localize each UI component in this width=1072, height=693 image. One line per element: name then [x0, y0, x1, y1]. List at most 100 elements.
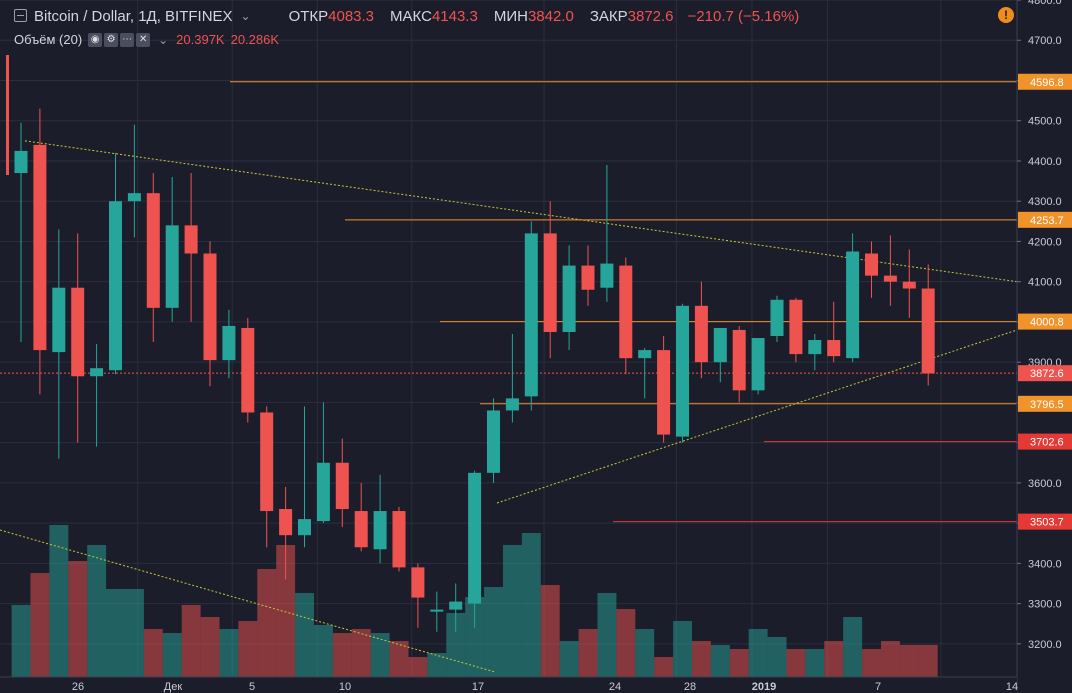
time-tick-label: 2019 [752, 681, 776, 693]
candle-body [619, 265, 633, 359]
volume-bar [200, 617, 220, 677]
chevron-down-icon[interactable]: ⌄ [158, 32, 169, 47]
candle-body [694, 305, 708, 363]
candle-body [279, 509, 293, 536]
more-icon[interactable]: ⋯ [120, 32, 135, 47]
volume-bar [692, 641, 711, 677]
price-tick-label: 3600.0 [1028, 478, 1062, 490]
close-icon[interactable]: ✕ [136, 32, 151, 47]
price-level-tag [1018, 433, 1072, 450]
price-level-tag [1018, 513, 1072, 530]
volume-bar [351, 629, 371, 677]
candle-body [827, 340, 841, 357]
volume-bar [729, 649, 749, 677]
candle-body [203, 253, 217, 361]
symbol-title[interactable]: Bitcoin / Dollar, 1Д, BITFINEX [34, 7, 233, 25]
time-tick-label: 5 [249, 681, 255, 693]
price-tick-label: 4100.0 [1028, 277, 1062, 289]
time-tick-label: 10 [339, 681, 351, 693]
price-level-label: 3503.7 [1030, 517, 1064, 529]
volume-bar [465, 597, 485, 677]
candle-body [146, 193, 160, 308]
price-tick-label: 4200.0 [1028, 236, 1062, 248]
chevron-down-icon[interactable]: ⌄ [240, 9, 251, 23]
volume-bar [899, 645, 919, 677]
candle-body [732, 329, 746, 391]
candle-body [33, 144, 47, 351]
time-tick-label: 7 [875, 681, 881, 693]
time-tick-label: 24 [609, 681, 621, 693]
volume-bar [162, 633, 182, 677]
volume-bar [408, 657, 428, 677]
candle-body [449, 601, 463, 610]
volume-bar [521, 533, 541, 677]
volume-bar [616, 609, 636, 677]
candle-body [127, 193, 141, 202]
candle-body [411, 567, 425, 598]
volume-value-1: 20.397K [176, 32, 225, 47]
candle-body [430, 609, 444, 612]
candle-body [713, 327, 727, 363]
price-tick-label: 4700.0 [1028, 35, 1062, 47]
time-tick-label: Дек [164, 681, 183, 693]
high-value: 4143.3 [431, 7, 478, 25]
volume-bar [68, 561, 88, 677]
price-level-tag [1018, 395, 1072, 412]
volume-bar [11, 605, 31, 677]
candle-body [789, 299, 803, 355]
eye-icon[interactable]: ◉ [88, 32, 103, 47]
volume-bar [143, 629, 163, 677]
candle-body [392, 511, 406, 568]
price-level-label: 3872.6 [1030, 368, 1064, 380]
volume-bar [824, 641, 844, 677]
candle-body [638, 350, 652, 359]
candle-body [335, 462, 349, 510]
time-tick-label: 28 [684, 681, 696, 693]
volume-bar [654, 657, 674, 677]
volume-value-2: 20.286K [230, 32, 280, 47]
candle-body [751, 338, 765, 391]
volume-bar [427, 653, 447, 677]
candle-body [524, 233, 538, 397]
volume-bar [710, 645, 730, 677]
volume-bar [843, 617, 863, 677]
candle-body [373, 511, 387, 550]
price-level-tag [1018, 211, 1072, 228]
volume-bar [918, 645, 938, 677]
price-tick-label: 4800.0 [1028, 0, 1062, 7]
time-tick-label: 14 [1006, 681, 1018, 693]
price-level-label: 4596.8 [1030, 77, 1064, 89]
volume-legend: Объём (20) ◉ ⚙ ⋯ ✕ ⌄ 20.397K 20.286K [14, 32, 279, 47]
volume-bar [276, 545, 296, 677]
volume-bar [332, 633, 352, 677]
volume-bar [389, 641, 409, 677]
alert-icon[interactable]: ! [998, 7, 1014, 23]
candle-body [71, 287, 85, 377]
volume-bar [805, 649, 825, 677]
candle-body [846, 251, 860, 359]
collapse-icon[interactable] [14, 9, 27, 22]
price-level-tag [1018, 73, 1072, 90]
volume-bar [673, 621, 692, 677]
candle-body [921, 288, 935, 374]
price-level-label: 4253.7 [1030, 215, 1064, 227]
candle-body [222, 325, 236, 361]
volume-bar [503, 545, 522, 677]
volume-bar [49, 525, 69, 677]
price-level-tag [1018, 313, 1072, 330]
low-value: 3842.0 [527, 7, 574, 25]
price-axis [1017, 0, 1072, 693]
candle-body [902, 281, 916, 289]
settings-icon[interactable]: ⚙ [104, 32, 119, 47]
close-value: 3872.6 [627, 7, 674, 25]
candle-body [316, 462, 330, 522]
time-axis [0, 677, 1017, 693]
price-level-tag [1018, 365, 1072, 382]
volume-bar [559, 641, 579, 677]
open-label: ОТКР [288, 7, 329, 25]
price-tick-label: 3400.0 [1028, 558, 1062, 570]
price-tick-label: 4500.0 [1028, 116, 1062, 128]
candle-body [865, 253, 878, 276]
candle-body [184, 225, 198, 254]
